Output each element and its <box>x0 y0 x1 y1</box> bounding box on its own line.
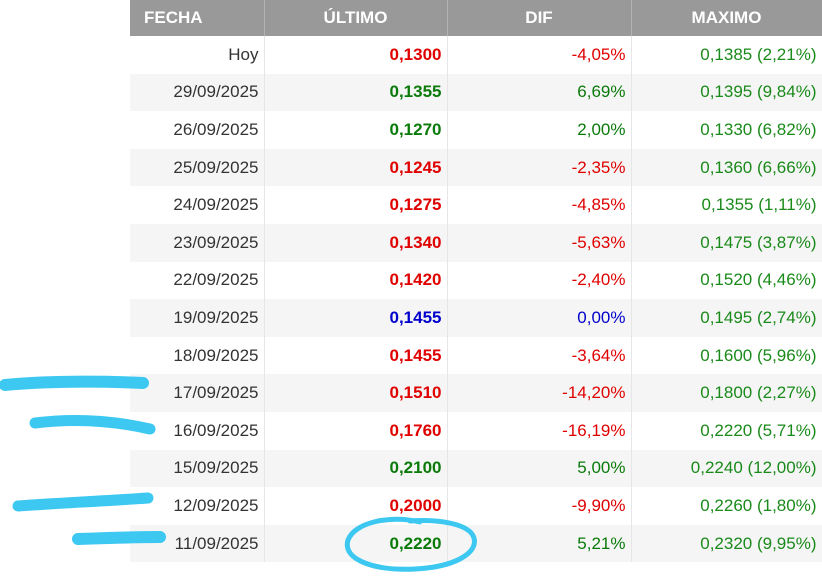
cell-fecha: 19/09/2025 <box>130 299 265 337</box>
header-dif[interactable]: DIF <box>447 0 632 36</box>
cell-ultimo: 0,1355 <box>264 73 448 112</box>
cell-dif: -2,40% <box>447 261 632 300</box>
table-row: 19/09/2025 0,1455 0,00% 0,1495 (2,74%) <box>130 299 822 337</box>
cell-ultimo: 0,1510 <box>264 374 448 412</box>
table-row: 25/09/2025 0,1245 -2,35% 0,1360 (6,66%) <box>130 148 822 187</box>
header-ultimo[interactable]: ÚLTIMO <box>264 0 448 36</box>
cell-ultimo: 0,2000 <box>264 487 448 525</box>
cell-fecha: 11/09/2025 <box>130 524 265 563</box>
cell-maximo: 0,2240 (12,00%) <box>631 449 822 488</box>
table-row: 29/09/2025 0,1355 6,69% 0,1395 (9,84%) <box>130 73 822 112</box>
table-row: 16/09/2025 0,1760 -16,19% 0,2220 (5,71%) <box>130 411 822 450</box>
cell-dif: 0,00% <box>447 299 632 337</box>
cell-ultimo: 0,1455 <box>264 336 448 375</box>
table-row: Hoy 0,1300 -4,05% 0,1385 (2,21%) <box>130 36 822 74</box>
cell-dif: 5,00% <box>447 449 632 488</box>
cell-maximo: 0,1520 (4,46%) <box>631 261 822 300</box>
table-body: Hoy 0,1300 -4,05% 0,1385 (2,21%) 29/09/2025 0… <box>130 36 822 563</box>
header-fecha[interactable]: FECHA <box>130 0 265 36</box>
cell-maximo: 0,2260 (1,80%) <box>631 487 822 525</box>
table-header: FECHA ÚLTIMO DIF MAXIMO <box>130 0 822 36</box>
cell-dif: 6,69% <box>447 73 632 112</box>
table-row: 26/09/2025 0,1270 2,00% 0,1330 (6,82%) <box>130 111 822 149</box>
highlight-stroke-12-09 <box>12 492 154 512</box>
table-row: 18/09/2025 0,1455 -3,64% 0,1600 (5,96%) <box>130 336 822 375</box>
cell-ultimo: 0,2220 <box>264 524 448 563</box>
cell-maximo: 0,2220 (5,71%) <box>631 411 822 450</box>
cell-ultimo: 0,1340 <box>264 223 448 262</box>
cell-maximo: 0,1360 (6,66%) <box>631 148 822 187</box>
cell-maximo: 0,1385 (2,21%) <box>631 36 822 74</box>
table-row: 12/09/2025 0,2000 -9,90% 0,2260 (1,80%) <box>130 487 822 525</box>
cell-dif: -2,35% <box>447 148 632 187</box>
cell-dif: -16,19% <box>447 411 632 450</box>
cell-fecha: 23/09/2025 <box>130 223 265 262</box>
highlight-stroke-17-09 <box>0 375 149 391</box>
table-row: 24/09/2025 0,1275 -4,85% 0,1355 (1,11%) <box>130 186 822 224</box>
cell-fecha: 29/09/2025 <box>130 73 265 112</box>
cell-fecha: 24/09/2025 <box>130 186 265 224</box>
cell-maximo: 0,2320 (9,95%) <box>631 524 822 563</box>
cell-ultimo: 0,1420 <box>264 261 448 300</box>
table-row: 23/09/2025 0,1340 -5,63% 0,1475 (3,87%) <box>130 223 822 262</box>
cell-dif: -3,64% <box>447 336 632 375</box>
cell-maximo: 0,1495 (2,74%) <box>631 299 822 337</box>
cell-fecha: Hoy <box>130 36 265 74</box>
cell-dif: -5,63% <box>447 223 632 262</box>
table-row: 15/09/2025 0,2100 5,00% 0,2240 (12,00%) <box>130 449 822 488</box>
cell-fecha: 26/09/2025 <box>130 111 265 149</box>
cell-maximo: 0,1395 (9,84%) <box>631 73 822 112</box>
cell-ultimo: 0,1300 <box>264 36 448 74</box>
cell-ultimo: 0,1270 <box>264 111 448 149</box>
table-row: 17/09/2025 0,1510 -14,20% 0,1800 (2,27%) <box>130 374 822 412</box>
cell-dif: -4,05% <box>447 36 632 74</box>
cell-fecha: 17/09/2025 <box>130 374 265 412</box>
cell-fecha: 12/09/2025 <box>130 487 265 525</box>
cell-fecha: 25/09/2025 <box>130 148 265 187</box>
cell-ultimo: 0,1245 <box>264 148 448 187</box>
cell-dif: -4,85% <box>447 186 632 224</box>
cell-maximo: 0,1475 (3,87%) <box>631 223 822 262</box>
cell-ultimo: 0,1275 <box>264 186 448 224</box>
header-maximo[interactable]: MAXIMO <box>631 0 822 36</box>
cell-dif: 2,00% <box>447 111 632 149</box>
cell-dif: -9,90% <box>447 487 632 525</box>
cell-maximo: 0,1330 (6,82%) <box>631 111 822 149</box>
cell-maximo: 0,1355 (1,11%) <box>631 186 822 224</box>
price-history-table: FECHA ÚLTIMO DIF MAXIMO Hoy 0,1300 -4,05% 0… <box>130 0 822 563</box>
cell-dif: -14,20% <box>447 374 632 412</box>
cell-ultimo: 0,1455 <box>264 299 448 337</box>
table-row: 11/09/2025 0,2220 5,21% 0,2320 (9,95%) <box>130 524 822 563</box>
cell-fecha: 16/09/2025 <box>130 411 265 450</box>
cell-fecha: 18/09/2025 <box>130 336 265 375</box>
cell-fecha: 15/09/2025 <box>130 449 265 488</box>
cell-ultimo: 0,1760 <box>264 411 448 450</box>
cell-ultimo: 0,2100 <box>264 449 448 488</box>
cell-maximo: 0,1600 (5,96%) <box>631 336 822 375</box>
cell-maximo: 0,1800 (2,27%) <box>631 374 822 412</box>
table-row: 22/09/2025 0,1420 -2,40% 0,1520 (4,46%) <box>130 261 822 300</box>
cell-dif: 5,21% <box>447 524 632 563</box>
cell-fecha: 22/09/2025 <box>130 261 265 300</box>
